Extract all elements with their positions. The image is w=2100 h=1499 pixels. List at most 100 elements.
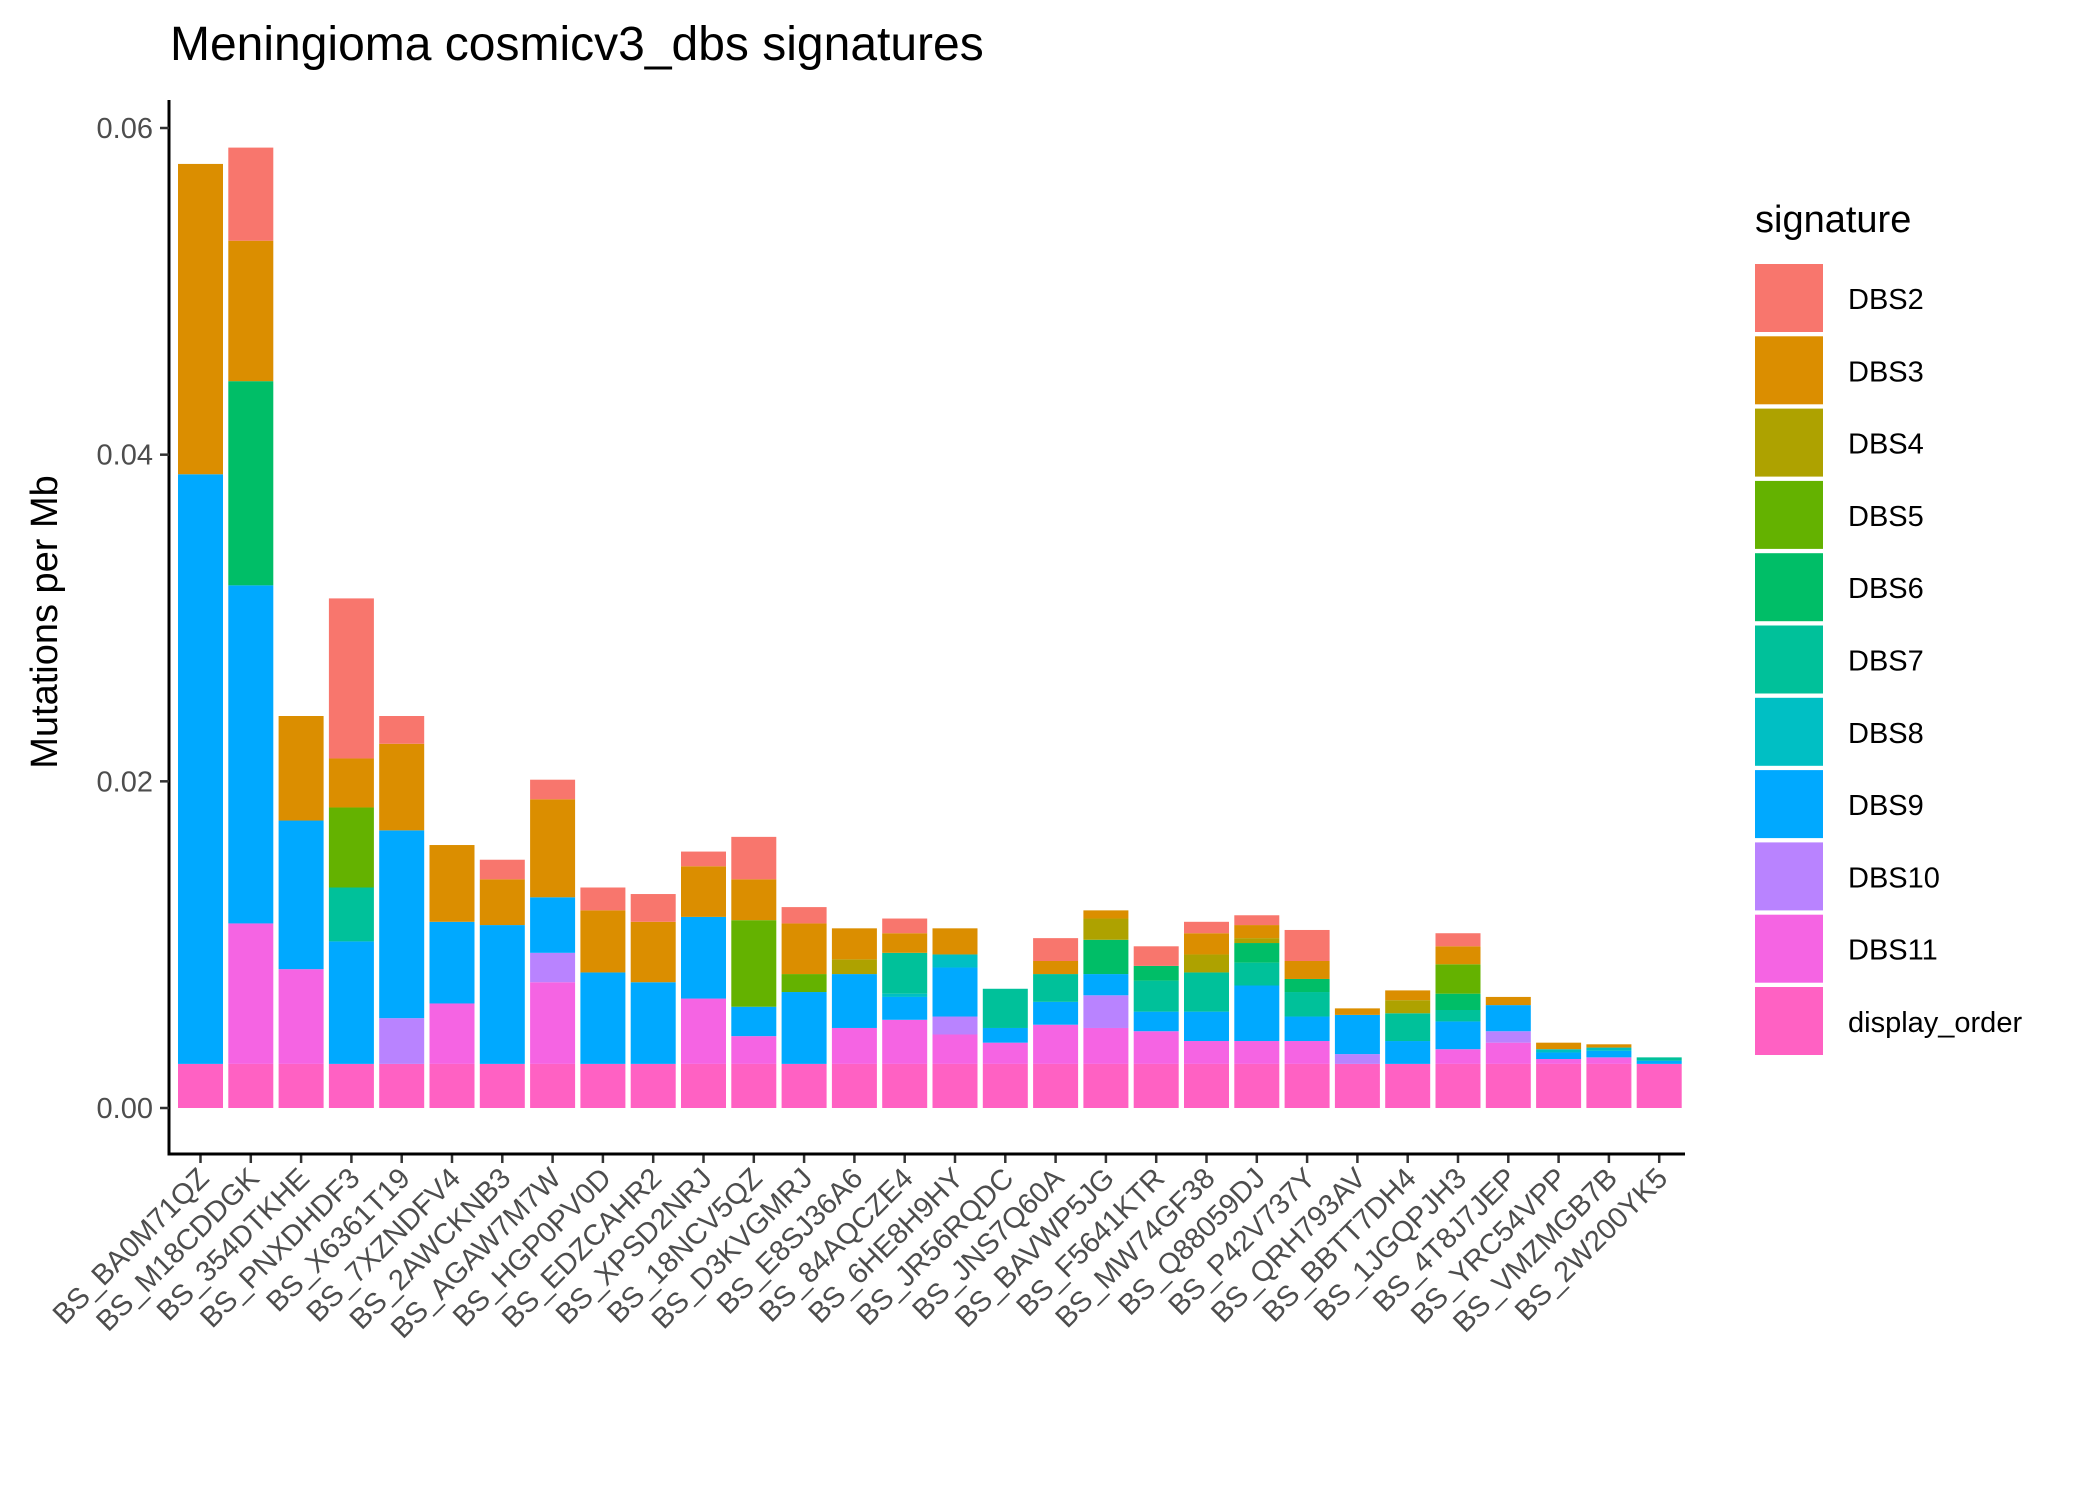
bar-segment-dbs7-24 <box>1385 1013 1431 1042</box>
x-tick-labels: BS_BA0M71QZBS_M18CDDGKBS_354DTKHEBS_PNXD… <box>47 1162 1674 1345</box>
bar-segment-dbs3-14 <box>882 933 928 953</box>
bar-segment-dbs10-15 <box>932 1016 978 1035</box>
bar-segment-dbs9-27 <box>1536 1052 1582 1059</box>
bar-segment-dbs11-7 <box>530 982 576 1064</box>
bar-segment-display-order-18 <box>1083 1063 1129 1108</box>
legend-label: DBS10 <box>1848 862 1940 894</box>
bar-segment-dbs9-13 <box>831 974 877 1028</box>
bar-segment-dbs3-9 <box>630 921 676 983</box>
bar-segment-dbs9-14 <box>882 996 928 1020</box>
bar-segment-dbs9-18 <box>1083 974 1129 996</box>
legend-key-display-order <box>1755 987 1823 1055</box>
bar-segment-dbs9-9 <box>630 982 676 1064</box>
bar-segment-dbs2-11 <box>731 836 777 880</box>
legend-label: DBS11 <box>1848 935 1938 967</box>
bar-segment-display-order-14 <box>882 1063 928 1108</box>
bar-segment-dbs3-1 <box>228 240 274 382</box>
bar-segment-dbs9-1 <box>228 585 274 924</box>
bar-segment-dbs9-20 <box>1184 1011 1229 1042</box>
bar-segment-dbs9-8 <box>580 972 626 1064</box>
bar-segment-dbs11-11 <box>731 1036 777 1064</box>
bar-segment-dbs3-17 <box>1033 961 1079 975</box>
bar-segment-dbs4-24 <box>1385 1000 1431 1014</box>
bar-segment-display-order-26 <box>1485 1063 1531 1108</box>
legend-label: DBS3 <box>1848 356 1924 388</box>
bar-segment-dbs7-21 <box>1234 962 1280 986</box>
bar-segment-dbs3-12 <box>781 923 827 975</box>
bar-segment-dbs11-2 <box>278 969 324 1064</box>
bar-segment-dbs8-27 <box>1536 1049 1582 1053</box>
bar-segment-dbs10-4 <box>379 1018 425 1064</box>
bar-segment-dbs6-18 <box>1083 939 1129 975</box>
bar-segment-dbs3-11 <box>731 879 777 921</box>
bar-segment-dbs8-15 <box>932 954 978 968</box>
y-tick-label: 0.04 <box>97 440 153 472</box>
bar-segment-dbs9-5 <box>429 921 475 1004</box>
bar-segment-dbs11-15 <box>932 1034 978 1064</box>
bar-segment-dbs9-28 <box>1586 1050 1632 1058</box>
bar-segment-dbs3-25 <box>1435 946 1481 965</box>
axes-group <box>160 100 1685 1163</box>
bar-segment-dbs7-25 <box>1435 1010 1481 1022</box>
bar-segment-dbs3-4 <box>379 743 425 831</box>
bar-segment-dbs11-28 <box>1586 1057 1632 1064</box>
legend-key-dbs9 <box>1755 770 1823 839</box>
bar-segment-dbs9-19 <box>1133 1011 1179 1032</box>
bar-segment-dbs11-13 <box>831 1027 877 1064</box>
bar-segment-display-order-25 <box>1435 1063 1481 1108</box>
bar-segment-dbs2-4 <box>379 716 425 744</box>
bar-segment-dbs3-21 <box>1234 925 1280 939</box>
bar-segment-dbs11-14 <box>882 1019 928 1064</box>
bar-segment-dbs5-11 <box>731 920 777 1007</box>
bar-segment-display-order-23 <box>1334 1063 1380 1108</box>
bar-segment-dbs2-25 <box>1435 933 1481 947</box>
legend-key-dbs5 <box>1755 480 1823 549</box>
bar-segment-dbs3-23 <box>1334 1008 1380 1015</box>
bar-segment-dbs3-28 <box>1586 1044 1632 1048</box>
bar-segment-dbs9-15 <box>932 967 978 1017</box>
bar-segment-dbs2-14 <box>882 918 928 934</box>
bar-segment-dbs3-20 <box>1184 933 1229 955</box>
bar-segment-dbs6-22 <box>1284 978 1330 993</box>
bar-segment-dbs3-0 <box>178 163 223 475</box>
bar-segment-display-order-13 <box>831 1063 877 1108</box>
bar-segment-display-order-28 <box>1586 1063 1632 1108</box>
bar-segment-dbs9-11 <box>731 1006 777 1037</box>
bar-segment-dbs5-3 <box>328 807 374 888</box>
bar-segment-display-order-24 <box>1385 1063 1431 1108</box>
bar-segment-dbs2-6 <box>479 859 525 880</box>
bar-segment-display-order-9 <box>630 1063 676 1108</box>
bar-segment-display-order-4 <box>379 1063 425 1108</box>
bar-segment-dbs9-10 <box>681 916 726 999</box>
bar-segment-dbs11-1 <box>228 923 274 1064</box>
bar-segment-dbs3-2 <box>278 716 324 821</box>
legend-key-dbs11 <box>1755 914 1823 983</box>
legend-key-dbs7 <box>1755 625 1823 694</box>
bar-segment-display-order-20 <box>1184 1063 1229 1108</box>
bar-segment-display-order-10 <box>681 1063 726 1108</box>
bar-segment-dbs9-25 <box>1435 1021 1481 1050</box>
legend-label: DBS6 <box>1848 573 1924 605</box>
bar-segment-dbs9-22 <box>1284 1016 1330 1042</box>
bar-segment-display-order-1 <box>228 1063 274 1108</box>
legend-key-dbs6 <box>1755 553 1823 622</box>
bar-segment-dbs11-22 <box>1284 1041 1330 1064</box>
bar-segment-dbs10-23 <box>1334 1054 1380 1064</box>
bar-segment-dbs2-22 <box>1284 929 1330 961</box>
bar-segment-dbs3-26 <box>1485 996 1531 1006</box>
legend-label: DBS2 <box>1848 284 1924 316</box>
bar-segment-dbs11-25 <box>1435 1049 1481 1064</box>
legend-label: DBS8 <box>1848 718 1924 750</box>
bar-segment-dbs3-18 <box>1083 910 1129 919</box>
y-tick-labels: 0.00 0.02 0.04 0.06 <box>97 113 153 1125</box>
bar-segment-dbs3-15 <box>932 928 978 955</box>
y-tick-label: 0.00 <box>97 1093 153 1125</box>
bar-segment-dbs7-20 <box>1184 972 1229 1012</box>
y-axis-label: Mutations per Mb <box>24 475 66 769</box>
bar-segment-dbs5-12 <box>781 974 827 993</box>
bar-segment-dbs11-26 <box>1485 1042 1531 1064</box>
bar-segment-dbs8-14 <box>882 993 928 997</box>
bar-segment-display-order-21 <box>1234 1063 1280 1108</box>
bar-segment-dbs11-19 <box>1133 1031 1179 1064</box>
bar-segment-dbs2-17 <box>1033 938 1079 961</box>
